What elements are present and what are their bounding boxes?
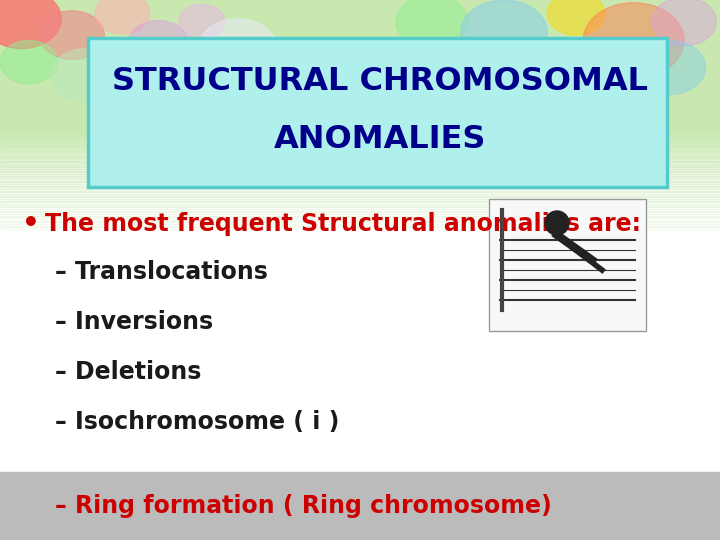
Bar bbox=[0, 198, 720, 200]
Text: – Isochromosome ( i ): – Isochromosome ( i ) bbox=[55, 410, 339, 434]
Bar bbox=[0, 200, 720, 202]
Ellipse shape bbox=[198, 19, 277, 78]
Ellipse shape bbox=[50, 49, 122, 103]
Ellipse shape bbox=[634, 40, 706, 94]
FancyBboxPatch shape bbox=[489, 199, 646, 331]
Ellipse shape bbox=[652, 0, 716, 46]
Bar bbox=[0, 187, 720, 190]
Bar bbox=[0, 222, 720, 225]
Bar bbox=[0, 195, 720, 198]
Text: – Deletions: – Deletions bbox=[55, 360, 202, 384]
Text: ANOMALIES: ANOMALIES bbox=[274, 125, 486, 156]
Text: STRUCTURAL CHROMOSOMAL: STRUCTURAL CHROMOSOMAL bbox=[112, 66, 648, 98]
Bar bbox=[0, 145, 720, 147]
Bar bbox=[0, 172, 720, 175]
Bar bbox=[0, 190, 720, 192]
Ellipse shape bbox=[515, 40, 565, 78]
Bar bbox=[0, 150, 720, 152]
Ellipse shape bbox=[128, 21, 189, 66]
Bar bbox=[0, 207, 720, 210]
Text: – Ring formation ( Ring chromosome): – Ring formation ( Ring chromosome) bbox=[55, 494, 552, 518]
Ellipse shape bbox=[0, 0, 61, 49]
Bar bbox=[0, 140, 720, 143]
Bar bbox=[0, 0, 720, 270]
Bar bbox=[0, 225, 720, 227]
Ellipse shape bbox=[583, 3, 684, 78]
Ellipse shape bbox=[179, 4, 225, 39]
Bar bbox=[0, 210, 720, 213]
Bar bbox=[0, 230, 720, 540]
Bar bbox=[0, 160, 720, 163]
Text: The most frequent Structural anomalies are:: The most frequent Structural anomalies a… bbox=[45, 212, 641, 236]
Bar bbox=[0, 143, 720, 145]
Bar bbox=[0, 152, 720, 155]
Ellipse shape bbox=[0, 40, 58, 84]
Text: •: • bbox=[22, 210, 40, 238]
Bar bbox=[0, 175, 720, 178]
Bar bbox=[0, 472, 720, 540]
Bar bbox=[0, 165, 720, 167]
Bar bbox=[0, 202, 720, 205]
Circle shape bbox=[545, 211, 569, 235]
Bar bbox=[0, 180, 720, 183]
Bar bbox=[0, 220, 720, 222]
Bar bbox=[0, 213, 720, 215]
Bar bbox=[0, 215, 720, 218]
Bar bbox=[0, 192, 720, 195]
Bar bbox=[0, 170, 720, 172]
Bar bbox=[0, 218, 720, 220]
Bar bbox=[0, 205, 720, 207]
Bar bbox=[0, 132, 720, 135]
Text: – Inversions: – Inversions bbox=[55, 310, 213, 334]
Bar bbox=[0, 178, 720, 180]
Ellipse shape bbox=[95, 0, 150, 34]
Bar bbox=[0, 155, 720, 158]
Ellipse shape bbox=[130, 59, 187, 103]
Ellipse shape bbox=[547, 0, 605, 35]
Bar bbox=[0, 135, 720, 138]
Ellipse shape bbox=[461, 0, 547, 65]
Text: – Translocations: – Translocations bbox=[55, 260, 268, 284]
Bar bbox=[0, 158, 720, 160]
Bar bbox=[0, 147, 720, 150]
Bar bbox=[0, 130, 720, 132]
FancyBboxPatch shape bbox=[88, 38, 667, 187]
Bar bbox=[0, 227, 720, 230]
Ellipse shape bbox=[396, 0, 468, 49]
Ellipse shape bbox=[40, 11, 104, 59]
Bar bbox=[0, 167, 720, 170]
Bar bbox=[0, 138, 720, 140]
Bar bbox=[0, 183, 720, 185]
Bar bbox=[0, 185, 720, 187]
Bar bbox=[0, 163, 720, 165]
